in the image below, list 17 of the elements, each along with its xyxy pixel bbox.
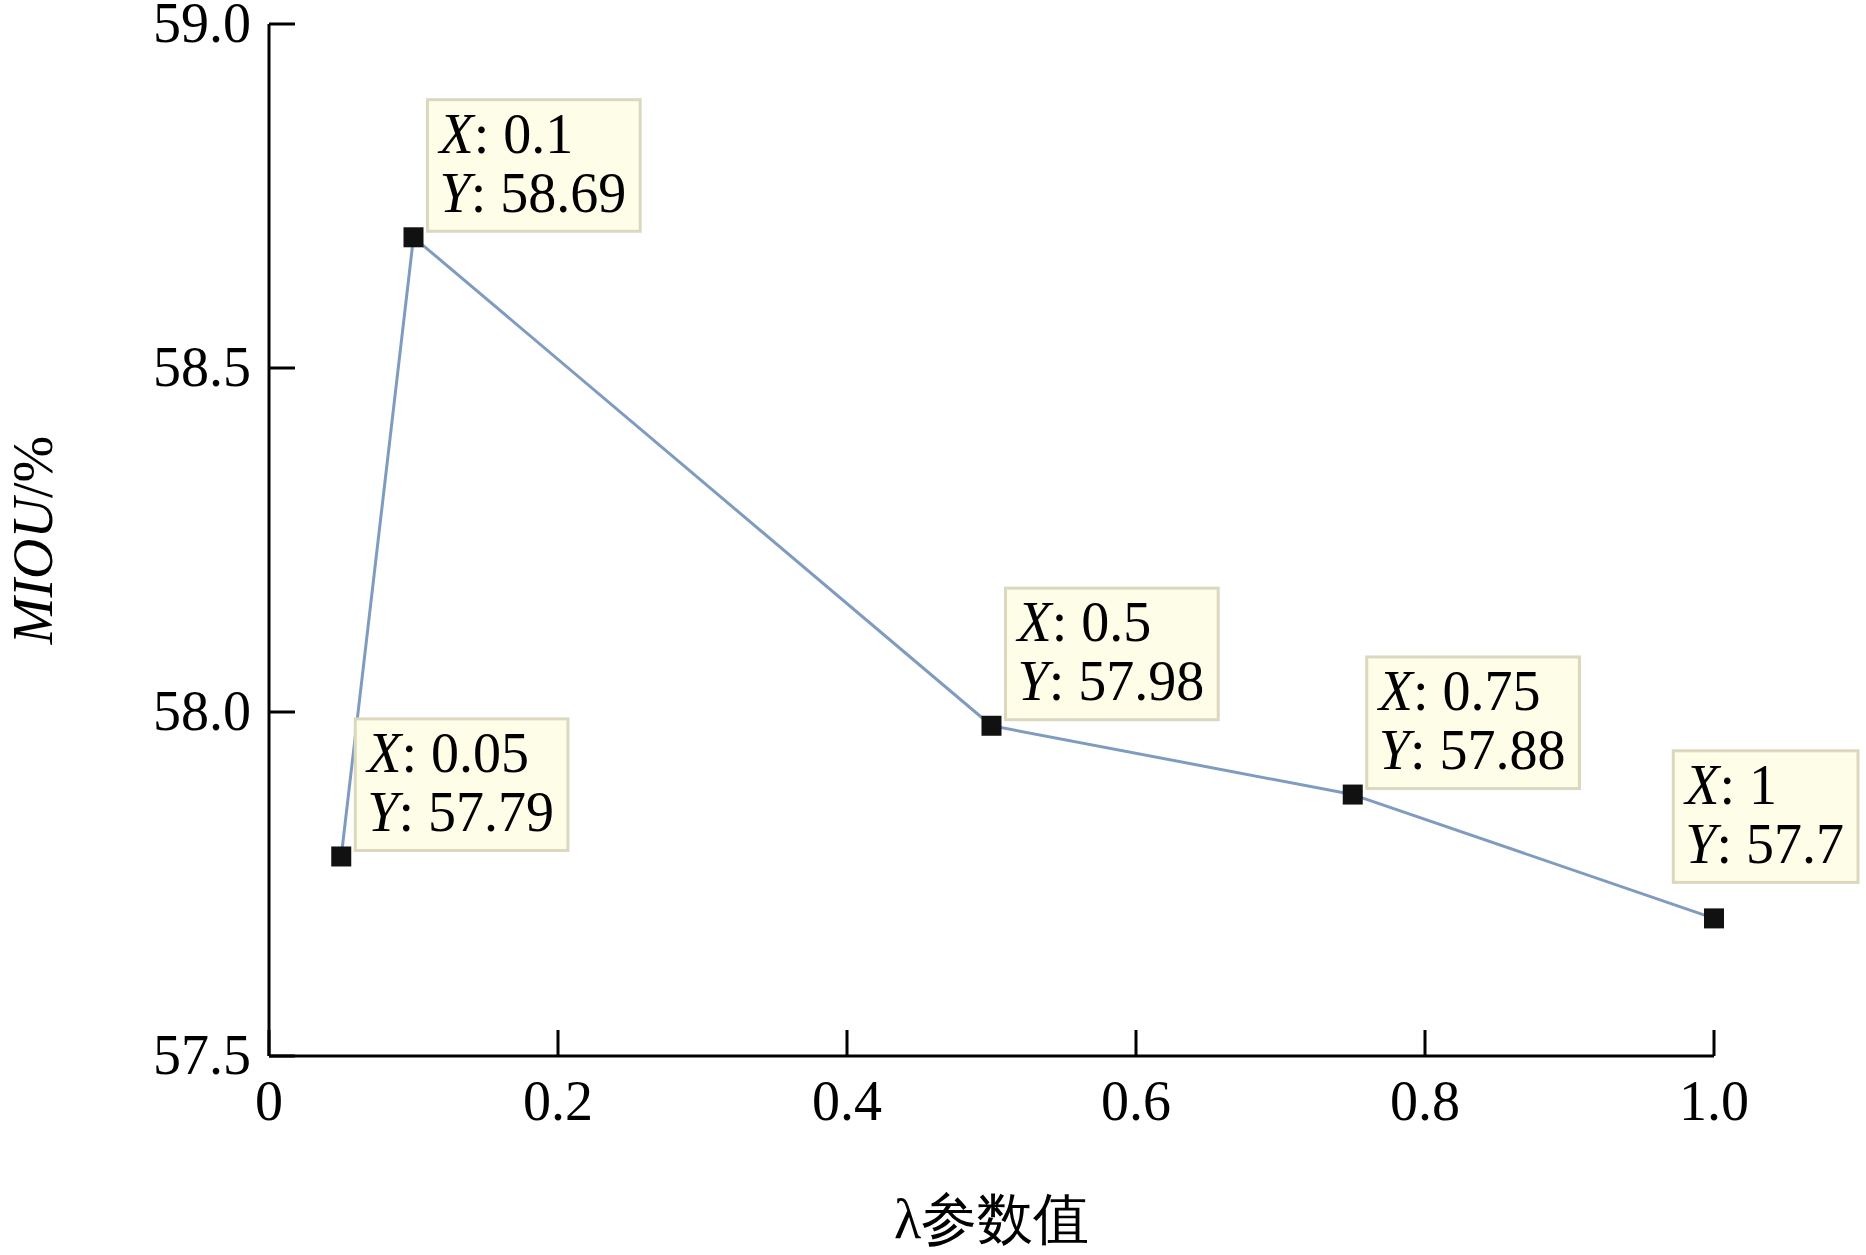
annotation: X: 0.1 Y: 58.69 (437, 102, 627, 224)
annotation: X: 0.75 Y: 57.88 (1376, 660, 1566, 781)
y-tick-label: 57.5 (153, 1024, 251, 1086)
y-tick-label: 58.5 (153, 336, 251, 398)
x-tick-label: 0.4 (812, 1070, 882, 1132)
y-tick-label: 59.0 (153, 0, 251, 54)
annotation: X: 0.5 Y: 57.98 (1015, 591, 1205, 713)
y-tick-label: 58.0 (153, 680, 251, 742)
x-tick-label: 0 (255, 1070, 283, 1132)
y-axis-title: MIOU/% (2, 435, 64, 646)
x-tick-label: 0.6 (1101, 1070, 1171, 1132)
x-tick-label: 0.2 (523, 1070, 593, 1132)
annotation: X: 1 Y: 57.7 (1683, 754, 1844, 875)
annotation: X: 0.05 Y: 57.79 (365, 722, 554, 843)
x-axis-title: λ参数值 (893, 1188, 1090, 1250)
x-tick-label: 0.8 (1390, 1070, 1460, 1132)
x-tick-label: 1.0 (1679, 1070, 1749, 1132)
